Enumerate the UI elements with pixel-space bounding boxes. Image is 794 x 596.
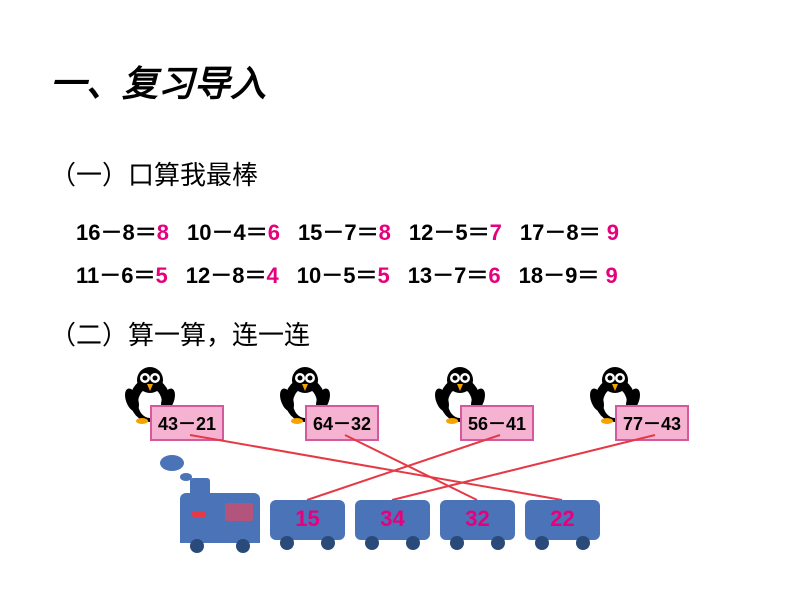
answer: 5 [377, 263, 389, 288]
equations-row-2: 11－6＝5 12－8＝4 10－5＝5 13－7＝6 18－9＝ 9 [76, 258, 618, 290]
car-number: 22 [550, 506, 574, 532]
penguin-label: 77－43 [615, 405, 689, 441]
penguin-icon: 64－32 [275, 365, 335, 430]
equation: 18－9＝ 9 [519, 258, 618, 290]
equation: 10－4＝6 [187, 215, 280, 247]
equation: 17－8＝ 9 [520, 215, 619, 247]
penguins-area: 43－21 64－32 56－41 77－43 [110, 365, 690, 465]
penguin-icon: 77－43 [585, 365, 645, 430]
expr: 16－8＝ [76, 220, 157, 245]
expr: 11－6＝ [76, 263, 156, 288]
expr: 17－8＝ [520, 220, 601, 245]
car-number: 15 [295, 506, 319, 532]
equation: 12－5＝7 [409, 215, 502, 247]
expr: 15－7＝ [298, 220, 379, 245]
expr: 12－5＝ [409, 220, 490, 245]
train-car: 22 [525, 500, 600, 540]
section-2-heading: （二）算一算，连一连 [50, 315, 310, 352]
expr: 13－7＝ [408, 263, 489, 288]
penguin-label: 64－32 [305, 405, 379, 441]
answer: 7 [490, 220, 502, 245]
train-area: 15 34 32 22 [180, 485, 620, 555]
equation: 10－5＝5 [297, 258, 390, 290]
answer: 8 [379, 220, 391, 245]
train-car: 34 [355, 500, 430, 540]
expr: 12－8＝ [186, 263, 267, 288]
answer: 9 [599, 263, 617, 288]
car-number: 34 [380, 506, 404, 532]
equation: 16－8＝8 [76, 215, 169, 247]
penguin-label: 43－21 [150, 405, 224, 441]
equation: 12－8＝4 [186, 258, 279, 290]
equation: 11－6＝5 [76, 258, 168, 290]
penguin-icon: 43－21 [120, 365, 180, 430]
expr: 18－9＝ [519, 263, 600, 288]
section-1-heading: （一）口算我最棒 [50, 155, 258, 192]
train-car: 32 [440, 500, 515, 540]
equation: 13－7＝6 [408, 258, 501, 290]
answer: 5 [156, 263, 168, 288]
train-car: 15 [270, 500, 345, 540]
equations-row-1: 16－8＝8 10－4＝6 15－7＝8 12－5＝7 17－8＝ 9 [76, 215, 619, 247]
penguin-label: 56－41 [460, 405, 534, 441]
penguin-icon: 56－41 [430, 365, 490, 430]
expr: 10－4＝ [187, 220, 268, 245]
expr: 10－5＝ [297, 263, 378, 288]
train-engine [180, 493, 260, 543]
answer: 6 [268, 220, 280, 245]
main-title: 一、复习导入 [50, 55, 266, 107]
car-number: 32 [465, 506, 489, 532]
equation: 15－7＝8 [298, 215, 391, 247]
answer: 4 [266, 263, 278, 288]
answer: 9 [601, 220, 619, 245]
answer: 8 [157, 220, 169, 245]
answer: 6 [488, 263, 500, 288]
